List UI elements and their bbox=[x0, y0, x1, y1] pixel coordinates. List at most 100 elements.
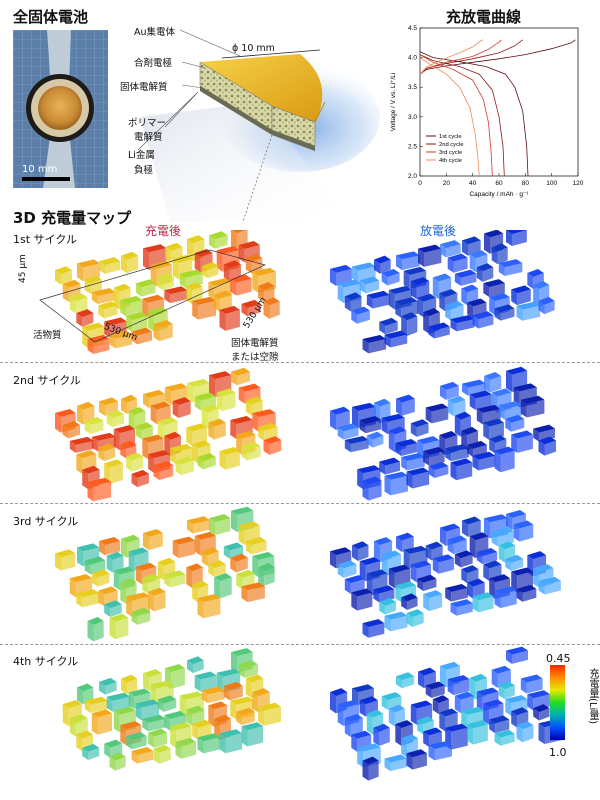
active-material-label: 活物質 bbox=[33, 330, 62, 341]
discharged-cycle-1-block-3-2 bbox=[395, 297, 418, 318]
colorbar-min-label: 1.0 bbox=[549, 746, 567, 759]
cycle-label-4: 4th サイクル bbox=[13, 655, 79, 668]
li-metal-label-2: 負極 bbox=[134, 165, 154, 176]
charged-cycle-1-block-2-7 bbox=[223, 260, 241, 282]
battery-photo-image bbox=[13, 30, 108, 188]
series-1-charge-line bbox=[419, 39, 576, 75]
discharged-cycle-2-block-5-0 bbox=[362, 476, 382, 501]
discharged-cycle-2-block-5-3 bbox=[428, 461, 449, 479]
cycle-label-1: 1st サイクル bbox=[13, 233, 77, 246]
discharged-cycle-3-block-3-3 bbox=[417, 574, 437, 591]
x-tick-label-0: 0 bbox=[418, 180, 422, 187]
discharged-cycle-2-block-0-7 bbox=[484, 371, 502, 393]
charged-cycle-2-block-1-1 bbox=[84, 416, 104, 435]
discharged-cycle-1-block-0-5 bbox=[440, 240, 461, 258]
series-3-charge-line bbox=[419, 39, 502, 75]
discharged-cycle-1-block-5-4 bbox=[450, 315, 475, 332]
discharged-cycle-2-block-1-0 bbox=[337, 423, 359, 440]
charged-cycle-1-block-3-7 bbox=[230, 274, 252, 296]
charged-cycle-2-block-5-8 bbox=[263, 436, 282, 455]
charged-cycle-3-block-5-7 bbox=[241, 582, 265, 603]
cycle-label-3: 3rd サイクル bbox=[13, 515, 79, 528]
discharged-cycle-1-block-2-5 bbox=[454, 269, 477, 286]
discharged-cycle-3-block-1-8 bbox=[513, 520, 534, 542]
charged-cycle-4-block-0-6 bbox=[187, 656, 204, 674]
charged-cycle-1-block-2-4 bbox=[157, 273, 174, 291]
discharged-cycle-4-block-0-8 bbox=[506, 646, 529, 664]
charged-cycle-3-block-0-6 bbox=[187, 516, 211, 534]
y-tick-label-2: 3.0 bbox=[408, 114, 417, 121]
charged-cycle-4-block-2-7 bbox=[223, 681, 243, 701]
charged-cycle-4-block-2-1 bbox=[91, 709, 113, 735]
discharged-cycle-4-block-4-8 bbox=[533, 704, 550, 721]
discharged-cycle-1-block-1-5 bbox=[447, 253, 468, 273]
discharged-cycle-3-block-0-6 bbox=[462, 516, 481, 537]
charged-cycle-1-block-5-0 bbox=[87, 334, 110, 354]
charged-cycle-4-block-3-3 bbox=[142, 714, 166, 732]
electrolyte-void-label-2: または空隙 bbox=[231, 352, 279, 363]
charged-cycle-1-block-3-0 bbox=[76, 309, 94, 327]
discharged-cycle-2-block-2-3 bbox=[410, 419, 429, 437]
colorbar-title: 充電量(Li量) bbox=[587, 668, 598, 725]
cycle-label-2: 2nd サイクル bbox=[13, 374, 81, 387]
charged-cycle-4-block-5-5 bbox=[197, 733, 221, 754]
charged-cycle-2-block-3-6 bbox=[208, 418, 226, 440]
cell-schematic bbox=[137, 29, 380, 222]
y-tick-label-1: 2.5 bbox=[408, 143, 417, 150]
charged-cycle-2-block-1-5 bbox=[172, 397, 191, 418]
charged-cycle-3-block-5-2 bbox=[131, 607, 151, 625]
discharged-cycle-3-block-5-5 bbox=[472, 592, 494, 613]
polymer-electrolyte-label-1: ポリマー bbox=[128, 118, 167, 129]
battery-title: 全固体電池 bbox=[13, 8, 89, 26]
discharged-cycle-1-block-1-2 bbox=[381, 268, 400, 286]
separator-3 bbox=[0, 644, 600, 645]
charged-cycle-3-block-4-6 bbox=[214, 573, 232, 599]
y-axis-label: Voltage / V vs. Li⁺/Li bbox=[390, 73, 397, 132]
charged-cycle-3-block-5-5 bbox=[197, 594, 221, 619]
discharged-cycle-1-block-3-0 bbox=[351, 306, 370, 324]
discharged-cycle-4-block-5-3 bbox=[428, 741, 452, 761]
discharged-cycle-3-block-1-0 bbox=[337, 560, 357, 578]
discharged-cycle-3-block-3-5 bbox=[461, 565, 479, 584]
discharged-cycle-1-block-5-7 bbox=[516, 301, 541, 321]
discharged-cycle-4-block-3-3 bbox=[417, 716, 434, 735]
charged-cycle-4-block-2-6 bbox=[201, 686, 225, 704]
diameter-label: ϕ 10 mm bbox=[232, 43, 275, 54]
map-title: 3D 充電量マップ bbox=[13, 209, 132, 227]
discharged-cycle-2-block-5-5 bbox=[472, 451, 496, 471]
discharged-cycle-3-block-5-1 bbox=[384, 611, 408, 632]
discharged-cycle-2-block-2-0 bbox=[344, 436, 369, 453]
charged-cycle-4-block-2-4 bbox=[157, 695, 177, 712]
discharged-cycle-3-block-5-7 bbox=[516, 584, 537, 602]
solid-electrolyte-label: 固体電解質 bbox=[120, 82, 168, 93]
curve-title: 充放電曲線 bbox=[446, 8, 522, 26]
electrolyte-void-label-1: 固体電解質 bbox=[231, 338, 279, 349]
charged-cycle-3-block-3-4 bbox=[164, 570, 186, 588]
discharged-cycle-2-block-4-4 bbox=[445, 444, 469, 462]
charged-cycle-3-block-3-5 bbox=[186, 563, 203, 589]
photo-scale-label: 10 mm bbox=[22, 164, 58, 175]
discharged-cycle-3-block-2-4 bbox=[432, 554, 454, 574]
charged-cycle-2-block-1-7 bbox=[216, 388, 236, 412]
discharged-cycle-4-block-4-5 bbox=[467, 720, 488, 745]
discharged-cycle-1-block-0-2 bbox=[374, 255, 391, 274]
charged-cycle-3-block-0-0 bbox=[55, 549, 76, 571]
polymer-electrolyte-label-2: 電解質 bbox=[134, 132, 163, 143]
charged-cycle-1-block-5-7 bbox=[241, 299, 261, 317]
charged-cycle-1-block-5-1 bbox=[109, 330, 133, 349]
discharged-cycle-1-block-0-3 bbox=[396, 251, 420, 271]
charged-cycle-1-block-4-5 bbox=[192, 296, 217, 320]
y-tick-label-0: 2.0 bbox=[408, 173, 417, 180]
charged-cycle-2-block-3-1 bbox=[98, 443, 116, 462]
discharged-cycle-2-block-5-4 bbox=[450, 458, 473, 481]
discharged-cycle-3-block-5-6 bbox=[494, 586, 517, 609]
charged-cycle-2-block-2-0 bbox=[69, 436, 94, 453]
legend-label-4: 4th cycle bbox=[439, 158, 462, 164]
discharged-cycle-1-block-2-1 bbox=[366, 290, 390, 309]
charged-cycle-1-block-2-6 bbox=[201, 262, 219, 279]
charged-cycle-4-block-4-7 bbox=[236, 707, 255, 726]
charged-cycle-4-block-5-7 bbox=[241, 722, 264, 747]
charged-cycle-1-block-3-4 bbox=[164, 286, 188, 304]
discharged-cycle-3-block-5-0 bbox=[362, 619, 385, 638]
discharged-cycle-3-block-4-1 bbox=[379, 598, 396, 615]
